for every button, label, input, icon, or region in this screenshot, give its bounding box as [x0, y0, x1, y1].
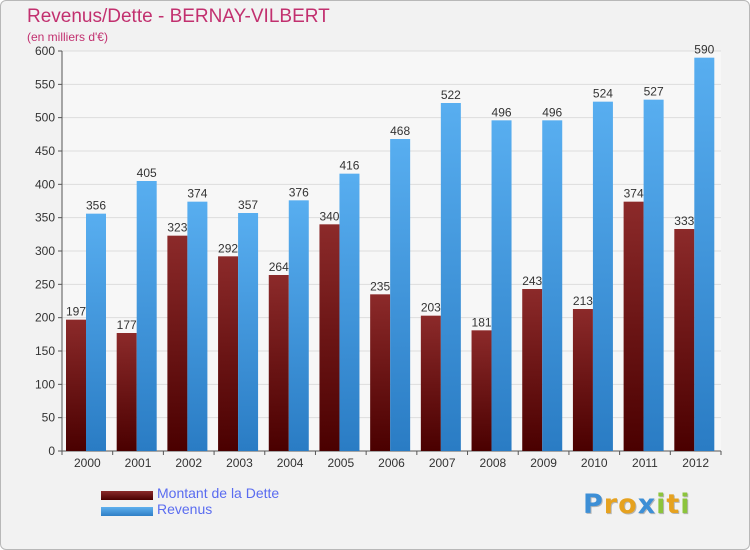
data-label: 496: [492, 105, 512, 119]
bar-revenus: [694, 57, 715, 452]
x-tick-label: 2002: [175, 456, 202, 470]
logo-letter: o: [618, 489, 638, 520]
bar-revenus: [339, 173, 360, 451]
bar-dette: [167, 235, 188, 451]
y-tick-label: 350: [35, 211, 55, 225]
legend-swatch-dette: [101, 491, 153, 500]
data-label: 590: [694, 43, 714, 57]
y-tick-label: 300: [35, 244, 55, 258]
bar-dette: [370, 294, 391, 451]
data-label: 356: [86, 199, 106, 213]
data-label: 522: [441, 88, 461, 102]
data-label: 527: [644, 85, 664, 99]
legend-swatch-revenus: [101, 507, 153, 516]
y-tick-label: 0: [48, 444, 55, 458]
y-tick-label: 550: [35, 77, 55, 91]
x-tick-label: 2001: [125, 456, 152, 470]
x-tick-label: 2009: [530, 456, 557, 470]
y-tick-label: 250: [35, 277, 55, 291]
chart-title: Revenus/Dette - BERNAY-VILBERT: [27, 6, 330, 27]
y-tick-label: 50: [42, 411, 56, 425]
x-tick-label: 2008: [480, 456, 507, 470]
bar-revenus: [390, 139, 411, 451]
bar-dette: [218, 256, 239, 451]
bar-revenus: [491, 120, 512, 451]
logo-letter: t: [666, 489, 681, 520]
x-tick-label: 2003: [226, 456, 253, 470]
data-label: 203: [421, 301, 441, 315]
x-tick-label: 2006: [378, 456, 405, 470]
bar-revenus: [288, 200, 309, 451]
data-label: 264: [269, 260, 289, 274]
bar-dette: [116, 333, 137, 451]
data-label: 340: [319, 209, 339, 223]
x-tick-label: 2012: [682, 456, 709, 470]
data-label: 376: [289, 185, 309, 199]
data-label: 374: [187, 187, 207, 201]
x-tick-label: 2005: [327, 456, 354, 470]
data-label: 468: [390, 124, 410, 138]
bar-dette: [66, 319, 86, 451]
bar-dette: [420, 315, 441, 451]
bar-dette: [268, 275, 289, 451]
y-tick-label: 600: [35, 44, 55, 58]
x-tick-label: 2000: [74, 456, 101, 470]
bar-revenus: [592, 101, 613, 452]
x-tick-label: 2004: [277, 456, 304, 470]
bar-dette: [572, 309, 593, 451]
y-tick-label: 500: [35, 111, 55, 125]
bar-revenus: [238, 213, 259, 451]
bar-revenus: [643, 99, 664, 452]
x-tick-label: 2011: [632, 456, 658, 470]
proxiti-logo: Proxiti: [583, 489, 691, 520]
bar-dette: [674, 229, 695, 451]
bar-dette: [319, 224, 340, 451]
data-label: 181: [472, 315, 492, 329]
y-tick-label: 400: [35, 177, 55, 191]
data-label: 333: [674, 214, 694, 228]
bar-dette: [522, 289, 543, 451]
data-label: 235: [370, 279, 390, 293]
logo-letter: r: [603, 489, 619, 520]
bar-dette: [471, 330, 492, 451]
bar-revenus: [542, 120, 563, 451]
bar-chart: 0 50 100 150 200 250 300 350 400 450 500 550 600 2000…: [35, 43, 722, 470]
bar-revenus: [440, 103, 461, 451]
logo-letter: i: [680, 489, 691, 520]
legend-label-dette: Montant de la Dette: [157, 485, 280, 501]
data-label: 197: [66, 305, 86, 319]
bar-revenus: [136, 181, 157, 451]
data-label: 405: [137, 166, 157, 180]
data-label: 374: [624, 187, 644, 201]
data-label: 243: [522, 274, 542, 288]
data-label: 292: [218, 241, 238, 255]
bar-revenus: [187, 201, 208, 451]
data-label: 496: [542, 105, 562, 119]
data-label: 357: [238, 198, 258, 212]
y-tick-label: 450: [35, 144, 55, 158]
data-label: 213: [573, 294, 593, 308]
data-label: 177: [117, 318, 137, 332]
data-label: 416: [339, 159, 359, 173]
y-tick-label: 200: [35, 311, 55, 325]
x-tick-label: 2007: [429, 456, 456, 470]
y-tick-label: 150: [35, 344, 55, 358]
logo-letter: x: [637, 489, 657, 520]
legend-label-revenus: Revenus: [157, 501, 213, 517]
y-tick-label: 100: [35, 377, 55, 391]
logo-letter: i: [656, 489, 667, 520]
data-label: 323: [167, 221, 187, 235]
data-label: 524: [593, 87, 613, 101]
bar-revenus: [86, 213, 106, 451]
logo-letter: P: [583, 489, 604, 520]
chart-subtitle: (en milliers d'€): [27, 30, 108, 44]
x-tick-label: 2010: [581, 456, 608, 470]
bar-dette: [623, 201, 644, 451]
